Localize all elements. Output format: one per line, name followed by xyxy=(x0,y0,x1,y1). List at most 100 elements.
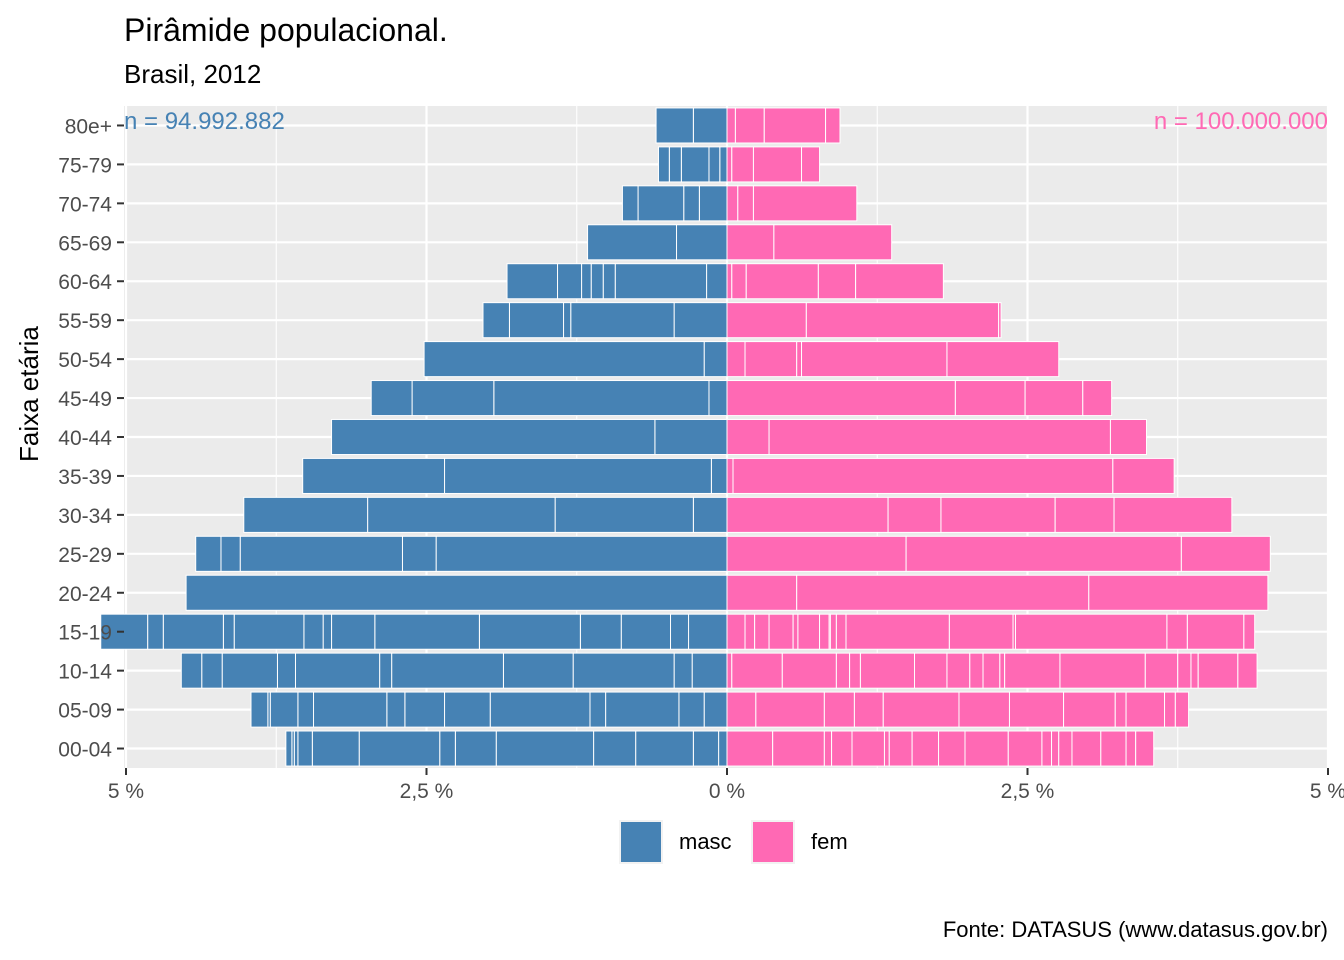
bar-masc-10-14 xyxy=(201,652,223,689)
bar-fem-60-64 xyxy=(855,263,944,300)
bar-fem-20-24 xyxy=(796,574,1090,611)
bar-fem-15-19 xyxy=(845,613,950,650)
chart-subtitle: Brasil, 2012 xyxy=(124,59,262,89)
bar-fem-20-24 xyxy=(1088,574,1269,611)
bar-masc-15-19 xyxy=(147,613,164,650)
bar-masc-05-09 xyxy=(589,691,607,728)
bar-fem-15-19 xyxy=(835,613,847,650)
bar-masc-45-49 xyxy=(370,380,413,417)
bar-fem-70-74 xyxy=(737,185,754,222)
bar-masc-10-14 xyxy=(221,652,278,689)
y-tick-label: 60-64 xyxy=(58,271,112,294)
bar-masc-15-19 xyxy=(331,613,376,650)
chart-title: Pirâmide populacional. xyxy=(124,12,448,48)
bar-masc-15-19 xyxy=(620,613,672,650)
bar-fem-00-04 xyxy=(726,730,774,767)
bar-masc-10-14 xyxy=(502,652,574,689)
bar-fem-75-79 xyxy=(752,146,803,183)
bar-masc-05-09 xyxy=(444,691,491,728)
bar-fem-45-49 xyxy=(954,380,1026,417)
bar-masc-10-14 xyxy=(572,652,675,689)
legend-label-masc: masc xyxy=(679,829,732,854)
bar-fem-15-19 xyxy=(792,613,799,650)
bar-fem-70-74 xyxy=(752,185,858,222)
bar-fem-50-54 xyxy=(946,341,1060,378)
bar-fem-60-64 xyxy=(726,263,733,300)
y-tick-label: 70-74 xyxy=(58,193,112,216)
bar-fem-10-14 xyxy=(1197,652,1239,689)
bar-masc-45-49 xyxy=(493,380,710,417)
bar-masc-05-09 xyxy=(703,691,728,728)
bar-masc-70-74 xyxy=(698,185,728,222)
bar-masc-25-29 xyxy=(401,535,437,572)
bar-masc-25-29 xyxy=(220,535,241,572)
bar-fem-80e+ xyxy=(734,107,765,144)
bar-fem-45-49 xyxy=(1024,380,1084,417)
bar-masc-05-09 xyxy=(605,691,680,728)
bar-masc-00-04 xyxy=(692,730,720,767)
bar-fem-10-14 xyxy=(781,652,837,689)
bar-fem-15-19 xyxy=(754,613,770,650)
bar-fem-05-09 xyxy=(755,691,825,728)
bar-fem-15-19 xyxy=(819,613,830,650)
bar-fem-10-14 xyxy=(1059,652,1146,689)
bar-masc-70-74 xyxy=(683,185,700,222)
bar-fem-40-44 xyxy=(1109,418,1147,456)
bar-fem-10-14 xyxy=(982,652,1001,689)
bar-fem-30-34 xyxy=(887,496,942,533)
legend-key-masc xyxy=(619,820,663,864)
bar-masc-15-19 xyxy=(374,613,480,650)
bar-fem-00-04 xyxy=(1071,730,1102,767)
bar-fem-20-24 xyxy=(726,574,798,611)
bar-fem-00-04 xyxy=(831,730,853,767)
bar-fem-15-19 xyxy=(1166,613,1188,650)
bar-masc-05-09 xyxy=(489,691,591,728)
bar-fem-10-14 xyxy=(999,652,1006,689)
bar-masc-15-19 xyxy=(100,613,149,650)
bar-masc-50-54 xyxy=(703,341,728,378)
y-tick-label: 50-54 xyxy=(58,349,112,372)
bar-masc-10-14 xyxy=(180,652,203,689)
bar-fem-10-14 xyxy=(1237,652,1258,689)
bar-fem-80e+ xyxy=(726,107,736,144)
y-tick-label: 80e+ xyxy=(65,115,112,138)
bar-masc-30-34 xyxy=(692,496,728,533)
bar-fem-15-19 xyxy=(829,613,837,650)
bar-fem-25-29 xyxy=(1180,535,1271,572)
bar-masc-00-04 xyxy=(297,730,313,767)
bar-fem-75-79 xyxy=(726,146,733,183)
y-tick-label: 15-19 xyxy=(58,622,112,645)
bar-fem-50-54 xyxy=(796,341,803,378)
bar-masc-15-19 xyxy=(322,613,333,650)
bar-fem-05-09 xyxy=(1114,691,1127,728)
bar-masc-10-14 xyxy=(391,652,504,689)
bar-fem-00-04 xyxy=(1058,730,1073,767)
bar-fem-60-64 xyxy=(817,263,857,300)
bar-fem-00-04 xyxy=(1051,730,1060,767)
bar-fem-70-74 xyxy=(726,185,739,222)
bar-fem-60-64 xyxy=(731,263,747,300)
y-tick-label: 10-14 xyxy=(58,661,112,684)
bar-fem-00-04 xyxy=(772,730,825,767)
bar-fem-05-09 xyxy=(882,691,960,728)
bar-fem-10-14 xyxy=(969,652,984,689)
bar-fem-35-39 xyxy=(726,457,734,494)
bar-fem-15-19 xyxy=(1243,613,1256,650)
bar-fem-55-59 xyxy=(805,302,1000,339)
bar-masc-65-69 xyxy=(676,224,728,261)
bar-fem-45-49 xyxy=(1082,380,1113,417)
bar-masc-05-09 xyxy=(269,691,299,728)
bar-masc-60-64 xyxy=(706,263,728,300)
bar-fem-00-04 xyxy=(1007,730,1043,767)
bar-masc-35-39 xyxy=(710,457,728,494)
y-tick-label: 45-49 xyxy=(58,388,112,411)
bar-fem-10-14 xyxy=(914,652,948,689)
bar-fem-40-44 xyxy=(726,418,770,456)
y-tick-label: 55-59 xyxy=(58,310,112,333)
bar-masc-80e+ xyxy=(655,107,694,144)
bar-fem-55-59 xyxy=(998,302,1002,339)
bar-masc-15-19 xyxy=(303,613,324,650)
x-tick-label: 2,5 % xyxy=(1001,780,1055,803)
bar-masc-15-19 xyxy=(222,613,235,650)
bar-fem-25-29 xyxy=(726,535,907,572)
